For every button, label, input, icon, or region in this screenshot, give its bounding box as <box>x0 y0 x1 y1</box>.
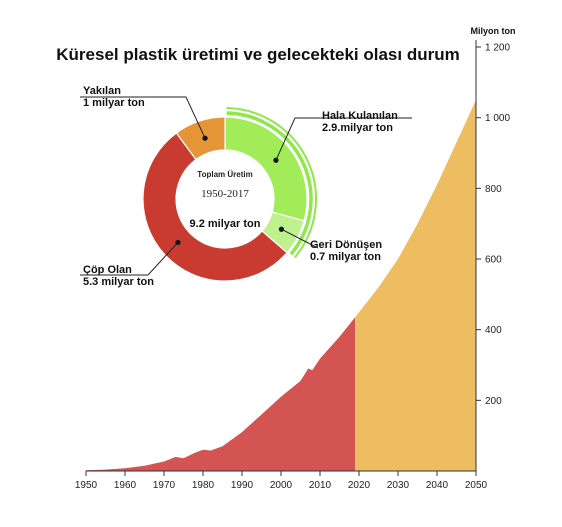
x-tick-label: 2030 <box>387 480 410 491</box>
slice-value-label: 5.3 milyar ton <box>83 276 154 288</box>
projected-production-area <box>355 100 476 471</box>
highlight-arc <box>226 107 317 259</box>
slice-value-label: 1 milyar ton <box>83 97 145 109</box>
x-tick-label: 2050 <box>465 480 488 491</box>
x-tick-label: 2000 <box>270 480 293 491</box>
y-tick-label: 600 <box>485 255 502 266</box>
donut-slice-still-used <box>224 116 308 222</box>
axis-layer: 1950 1960 1970 1980 1990 2000 2010 2020 2030 2040… <box>75 26 516 491</box>
y-tick-label: 400 <box>485 325 502 336</box>
leader-line <box>275 117 412 161</box>
historical-production-area <box>86 317 356 471</box>
donut-center <box>176 150 274 248</box>
donut-slice-incinerated <box>175 116 226 161</box>
area-layer <box>86 100 476 471</box>
donut-center-total: 9.2 milyar ton <box>190 218 261 230</box>
x-tick-label: 1950 <box>75 480 98 491</box>
slice-label: Yakılan <box>83 85 121 97</box>
x-tick-label: 2010 <box>309 480 332 491</box>
x-tick-label: 2040 <box>426 480 449 491</box>
leader-line <box>80 96 206 139</box>
donut-chart: Toplam Üretim 1950-2017 9.2 milyar ton Hala… <box>80 85 412 288</box>
slice-label: Çöp Olan <box>83 264 132 276</box>
slice-value-label: 2.9.milyar ton <box>322 122 393 134</box>
x-tick-label: 1990 <box>231 480 254 491</box>
highlight-arc <box>226 111 313 256</box>
leader-line <box>80 242 179 276</box>
y-axis-unit-label: Milyon ton <box>471 26 516 36</box>
y-tick-label: 1 200 <box>485 43 510 54</box>
x-tick-label: 1970 <box>153 480 176 491</box>
donut-center-title: Toplam Üretim <box>197 170 252 179</box>
chart-title: Küresel plastik üretimi ve gelecekteki o… <box>56 45 459 64</box>
y-tick-label: 200 <box>485 396 502 407</box>
y-tick-label: 800 <box>485 184 502 195</box>
x-tick-label: 1980 <box>192 480 215 491</box>
y-tick-label: 1 000 <box>485 113 510 124</box>
slice-label: Geri Dönüşen <box>310 239 382 251</box>
slice-label: Hala Kulanılan <box>322 110 398 122</box>
x-tick-label: 1960 <box>114 480 137 491</box>
slice-value-label: 0.7 milyar ton <box>310 251 381 263</box>
donut-center-years: 1950-2017 <box>201 188 249 200</box>
x-tick-label: 2020 <box>348 480 371 491</box>
leader-line <box>281 228 319 249</box>
